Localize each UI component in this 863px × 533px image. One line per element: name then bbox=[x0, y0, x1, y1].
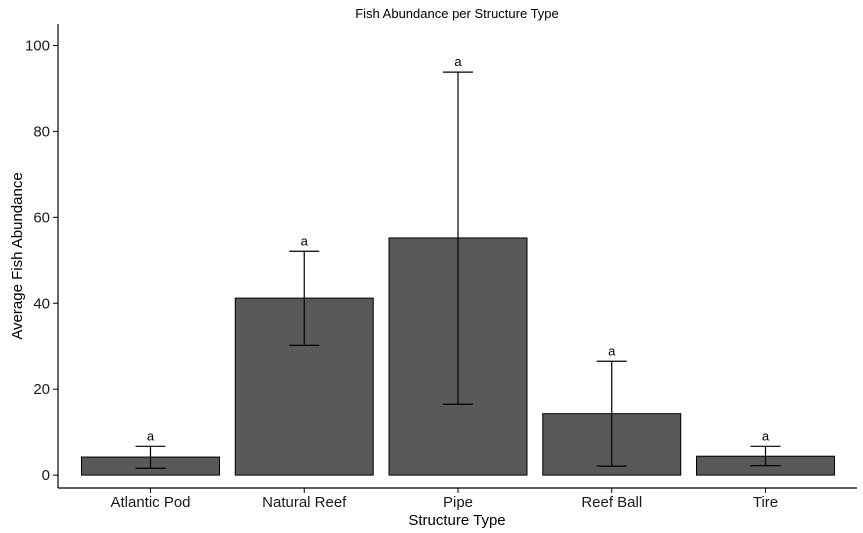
y-tick-label: 60 bbox=[33, 209, 50, 226]
y-axis-title: Average Fish Abundance bbox=[9, 172, 26, 339]
x-tick-label: Atlantic Pod bbox=[110, 494, 190, 511]
chart-title: Fish Abundance per Structure Type bbox=[355, 6, 559, 21]
x-tick-label: Pipe bbox=[443, 494, 473, 511]
significance-label: a bbox=[147, 428, 155, 443]
y-tick-label: 0 bbox=[42, 467, 50, 484]
error-bars bbox=[135, 71, 781, 469]
significance-label: a bbox=[762, 428, 770, 443]
y-tick-label: 100 bbox=[25, 37, 50, 54]
significance-label: a bbox=[301, 233, 309, 248]
x-tick-label: Tire bbox=[753, 494, 778, 511]
x-tick-label: Reef Ball bbox=[581, 494, 642, 511]
y-tick-label: 40 bbox=[33, 295, 50, 312]
y-axis: 0 20 40 60 80 100 bbox=[25, 37, 58, 484]
x-tick-label: Natural Reef bbox=[262, 494, 347, 511]
y-tick-label: 80 bbox=[33, 123, 50, 140]
y-tick-label: 20 bbox=[33, 381, 50, 398]
significance-labels: a a a a a bbox=[147, 54, 770, 443]
significance-label: a bbox=[454, 54, 462, 69]
x-axis: Atlantic Pod Natural Reef Pipe Reef Ball Tir… bbox=[110, 488, 778, 511]
x-axis-title: Structure Type bbox=[408, 512, 505, 529]
significance-label: a bbox=[608, 343, 616, 358]
